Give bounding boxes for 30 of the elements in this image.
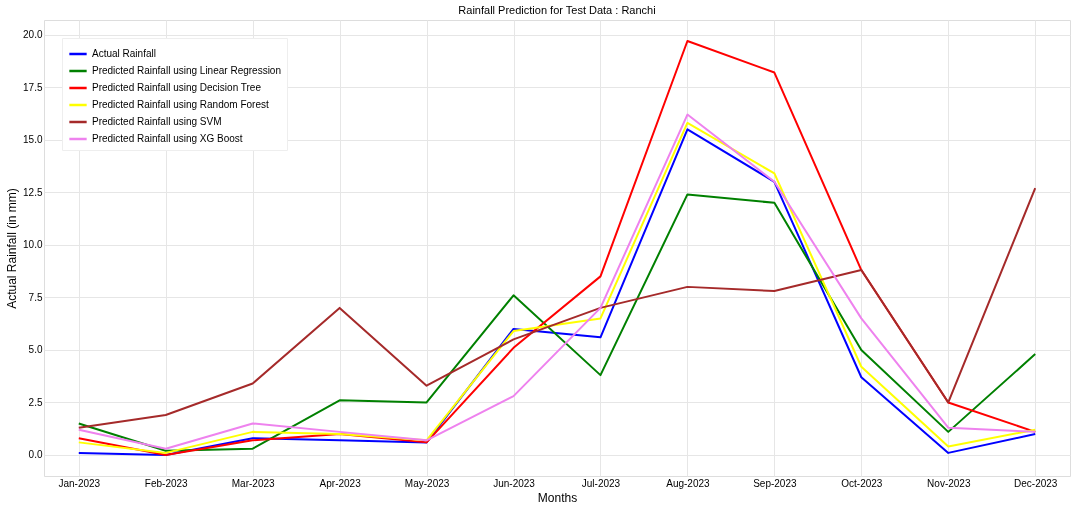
y-tick-label: 2.5 xyxy=(28,396,43,408)
y-tick-label: 17.5 xyxy=(23,81,43,93)
x-tick-label: Jan-2023 xyxy=(58,477,101,489)
y-tick-label: 5.0 xyxy=(28,344,43,356)
y-tick-label: 12.5 xyxy=(23,186,43,198)
x-tick-label: Apr-2023 xyxy=(319,477,362,489)
legend-label: Actual Rainfall xyxy=(92,48,156,59)
y-tick-label: 0.0 xyxy=(28,449,43,461)
y-tick-label: 10.0 xyxy=(23,239,43,251)
y-tick-label: 20.0 xyxy=(23,29,43,41)
x-tick-label: May-2023 xyxy=(404,477,450,489)
legend-label: Predicted Rainfall using SVM xyxy=(92,116,222,127)
legend-label: Predicted Rainfall using Random Forest xyxy=(92,99,269,110)
legend-label: Predicted Rainfall using XG Boost xyxy=(92,133,243,144)
x-tick-label: Dec-2023 xyxy=(1014,477,1058,489)
x-tick-label: Jul-2023 xyxy=(581,477,621,489)
x-tick-label: Sep-2023 xyxy=(753,477,797,489)
legend-label: Predicted Rainfall using Linear Regression xyxy=(92,65,281,76)
x-tick-label: Nov-2023 xyxy=(927,477,971,489)
x-tick-label: Oct-2023 xyxy=(841,477,883,489)
x-tick-label: Mar-2023 xyxy=(231,477,276,489)
x-tick-label: Feb-2023 xyxy=(144,477,189,489)
y-tick-label: 15.0 xyxy=(23,134,43,146)
y-tick-label: 7.5 xyxy=(28,291,43,303)
y-axis-title: Actual Rainfall (in mm) xyxy=(5,188,20,309)
chart-title: Rainfall Prediction for Test Data : Ranchi xyxy=(458,4,656,16)
x-tick-label: Aug-2023 xyxy=(666,477,711,489)
legend-label: Predicted Rainfall using Decision Tree xyxy=(92,82,262,93)
x-axis-title: Months xyxy=(537,490,578,505)
x-tick-label: Jun-2023 xyxy=(493,477,536,489)
